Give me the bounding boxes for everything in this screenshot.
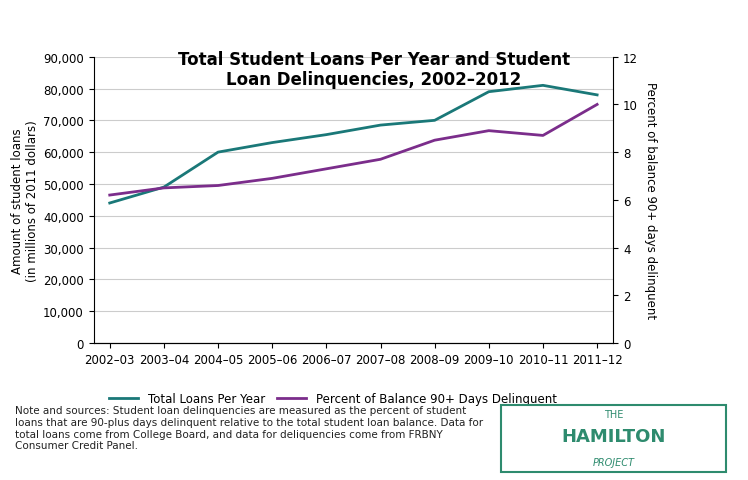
Legend: Total Loans Per Year, Percent of Balance 90+ Days Delinquent: Total Loans Per Year, Percent of Balance… [104, 388, 561, 410]
Text: Note and sources: Student loan delinquencies are measured as the percent of stud: Note and sources: Student loan delinquen… [15, 406, 483, 450]
Text: THE: THE [604, 409, 623, 419]
Y-axis label: Amount of student loans
(in millions of 2011 dollars): Amount of student loans (in millions of … [11, 120, 39, 281]
FancyBboxPatch shape [501, 405, 726, 472]
Text: HAMILTON: HAMILTON [561, 428, 666, 445]
Y-axis label: Percent of balance 90+ days delinquent: Percent of balance 90+ days delinquent [643, 82, 657, 319]
Text: Total Student Loans Per Year and Student
Loan Delinquencies, 2002–2012: Total Student Loans Per Year and Student… [178, 50, 570, 89]
Text: PROJECT: PROJECT [592, 457, 634, 467]
